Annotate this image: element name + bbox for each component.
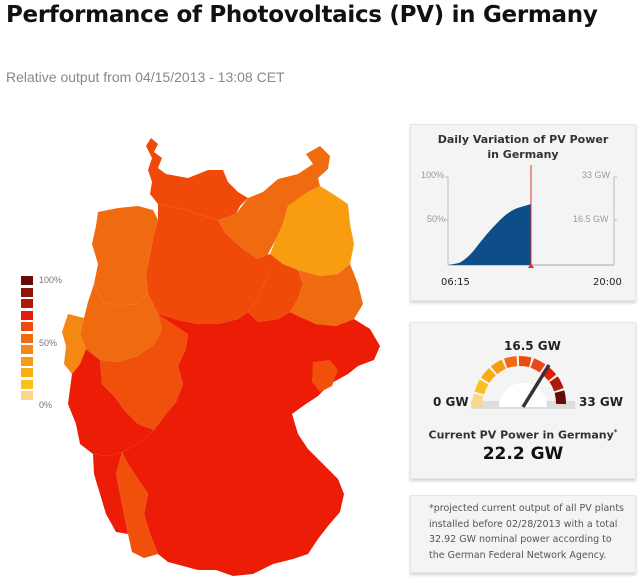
region-rhineland-palatinate[interactable]: [68, 349, 154, 456]
right-tick-16: 16.5 GW: [573, 214, 609, 224]
legend-label-0: 0%: [39, 400, 53, 410]
region-brandenburg[interactable]: [270, 186, 354, 276]
footnote-text: *projected current output of all PV plan…: [429, 503, 624, 561]
color-legend: 100% 50% 0%: [21, 275, 62, 410]
region-schleswig-holstein[interactable]: [146, 138, 248, 220]
legend-swatch: [21, 299, 33, 308]
region-nrw-west[interactable]: [62, 314, 86, 374]
region-brandenburg-south[interactable]: [290, 264, 363, 326]
current-power-value: 22.2 GW: [482, 444, 564, 464]
germany-map: [62, 138, 380, 576]
legend-swatch: [21, 287, 33, 297]
daily-chart-title-line1: Daily Variation of PV Power: [437, 133, 609, 146]
legend-swatch: [21, 310, 33, 320]
region-saxony-anhalt[interactable]: [248, 254, 303, 322]
daily-area-chart: [445, 165, 617, 268]
daily-chart-title: Daily Variation of PV Power in Germany: [411, 132, 635, 162]
region-upper-rhine[interactable]: [116, 452, 158, 558]
page-title: Performance of Photovoltaics (PV) in Ger…: [6, 2, 598, 28]
region-hesse[interactable]: [100, 314, 188, 430]
x-start-label: 06:15: [441, 277, 470, 288]
region-lower-saxony[interactable]: [146, 204, 270, 324]
legend-label-100: 100%: [39, 275, 63, 285]
gauge-mid-label: 16.5 GW: [504, 339, 561, 353]
legend-swatch: [21, 333, 33, 343]
caption-text: Current PV Power in Germany: [428, 428, 614, 442]
region-lower-saxony-west[interactable]: [92, 206, 158, 306]
legend-swatch: [21, 276, 33, 285]
power-gauge: [471, 356, 575, 409]
region-saxony-east[interactable]: [312, 360, 338, 392]
right-tick-33: 33 GW: [582, 170, 611, 180]
caption-asterisk: *: [613, 428, 618, 436]
legend-swatch: [21, 345, 33, 354]
current-power-panel: 16.5 GW 0 GW 33 GW Current PV Power in G…: [410, 322, 636, 479]
page-subtitle: Relative output from 04/15/2013 - 13:08 …: [6, 69, 285, 85]
x-end-label: 20:00: [593, 277, 622, 288]
region-mecklenburg-west[interactable]: [218, 146, 330, 259]
gauge-max-label: 33 GW: [579, 395, 623, 409]
pv-output-area: [449, 204, 531, 265]
region-nrw[interactable]: [80, 284, 162, 362]
legend-swatch: [21, 356, 33, 366]
footnote-panel: *projected current output of all PV plan…: [410, 495, 636, 573]
left-tick-50: 50%: [427, 214, 446, 224]
region-baden-wuerttemberg[interactable]: [93, 452, 128, 534]
legend-swatch: [21, 322, 33, 331]
legend-label-50: 50%: [39, 338, 58, 348]
gauge-min-label: 0 GW: [433, 395, 469, 409]
legend-swatch: [21, 379, 33, 389]
legend-swatch: [21, 391, 33, 400]
daily-chart-title-line2: in Germany: [487, 148, 559, 161]
legend-swatch: [21, 368, 33, 377]
gauge-needle: [521, 364, 551, 408]
current-power-caption: Current PV Power in Germany*: [411, 428, 635, 442]
daily-variation-panel: Daily Variation of PV Power in Germany 1…: [410, 124, 636, 301]
left-tick-100: 100%: [421, 170, 445, 180]
